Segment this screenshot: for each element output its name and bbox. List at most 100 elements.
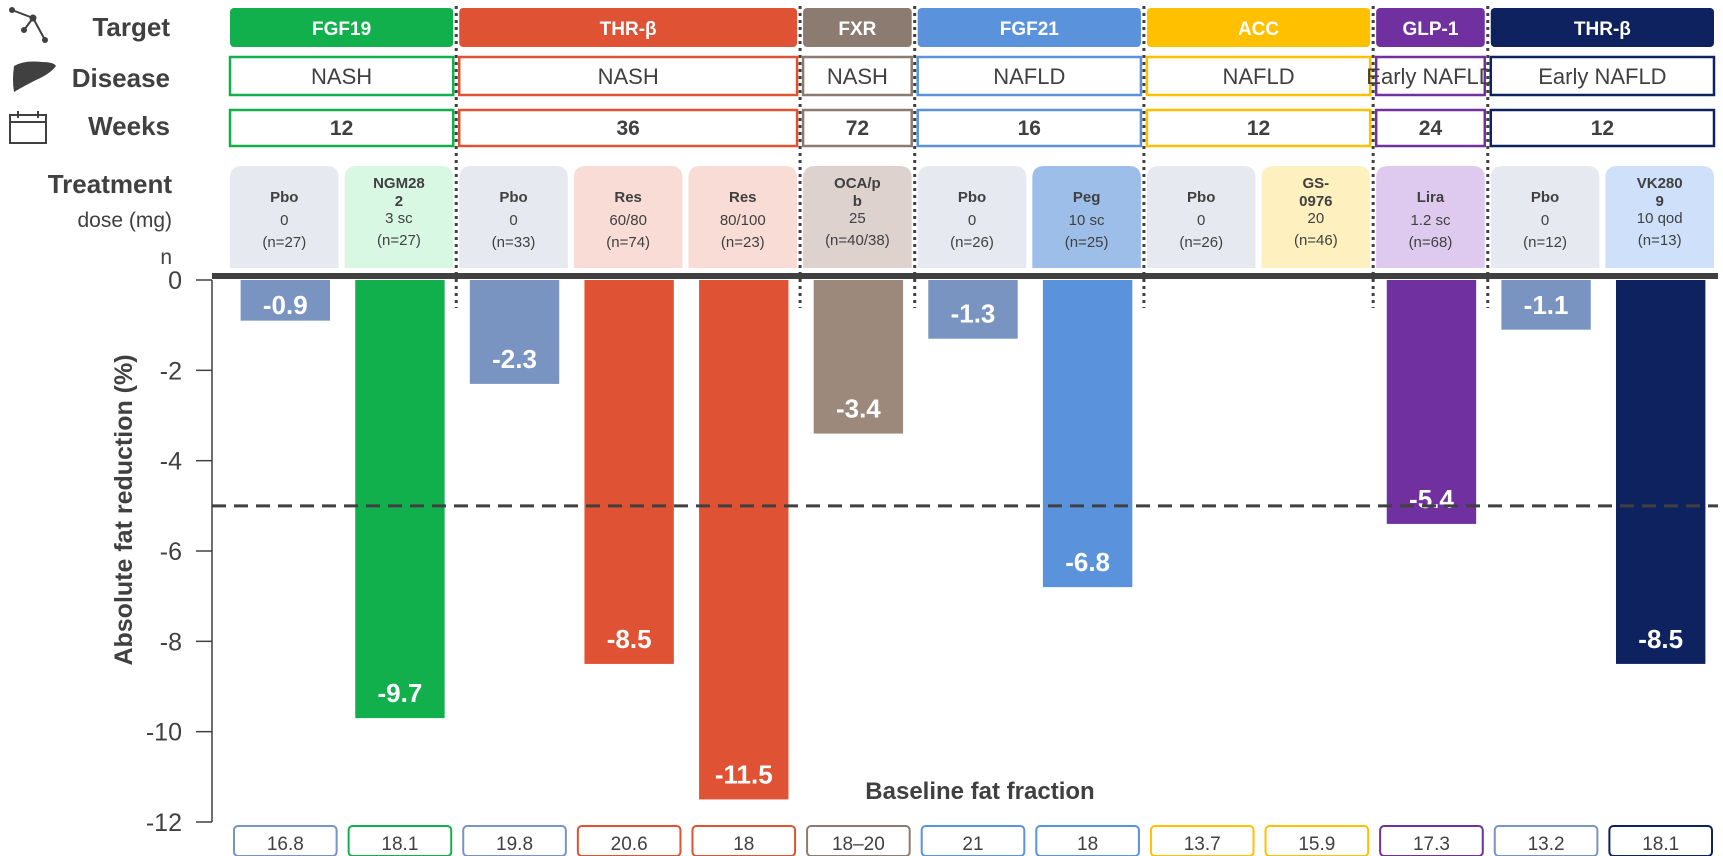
target-label: ACC — [1238, 19, 1279, 40]
target-header-box — [1146, 8, 1371, 47]
treatment-n: (n=25) — [1065, 234, 1109, 251]
bar-value-label: -11.5 — [715, 759, 773, 789]
bar-value-label: -2.3 — [492, 344, 537, 374]
treatment-dose: 1.2 sc — [1410, 212, 1451, 229]
treatment-n: (n=12) — [1523, 234, 1567, 251]
y-tick-label: -6 — [160, 538, 182, 566]
target-label: GLP-1 — [1402, 19, 1458, 40]
weeks-label: 12 — [1591, 117, 1614, 140]
bar-value-label: -1.3 — [951, 299, 996, 329]
treatment-row-label: Treatment — [48, 169, 173, 199]
treatment-n: (n=74) — [606, 234, 650, 251]
treatment-card — [1376, 166, 1485, 268]
disease-box — [228, 55, 455, 97]
bar-ngm282 — [355, 280, 445, 719]
treatment-n: (n=13) — [1638, 232, 1682, 249]
weeks-label: 36 — [616, 117, 639, 140]
target-label: FGF21 — [1000, 19, 1060, 40]
baseline-value: 16.8 — [267, 834, 304, 855]
treatment-dose: 20 — [1308, 210, 1325, 227]
weeks-box — [228, 108, 455, 148]
baseline-value: 20.6 — [611, 834, 648, 855]
disease-row-label: Disease — [72, 63, 170, 93]
treatment-name: OCA/p b — [834, 175, 881, 210]
baseline-box — [920, 825, 1026, 856]
treatment-card — [803, 166, 912, 268]
treatment-dose: 0 — [509, 212, 517, 229]
baseline-box — [233, 825, 338, 856]
treatment-n: (n=26) — [1179, 234, 1223, 251]
disease-label: Early NAFLD — [1366, 64, 1494, 89]
treatment-card — [573, 166, 683, 268]
baseline-box — [1264, 825, 1370, 856]
bar-res — [584, 280, 674, 664]
treatment-card — [688, 166, 798, 268]
baseline-value: 18 — [733, 834, 754, 855]
treatment-name: Pbo — [1531, 189, 1559, 206]
treatment-name: Lira — [1417, 189, 1445, 206]
treatment-n: (n=46) — [1294, 232, 1338, 249]
baseline-box — [1379, 825, 1484, 856]
baseline-value: 19.8 — [496, 834, 533, 855]
treatment-name: Pbo — [270, 189, 298, 206]
target-header-box — [230, 8, 454, 47]
weeks-row-label: Weeks — [88, 111, 170, 141]
treatment-name: Res — [614, 189, 642, 206]
baseline-box — [1493, 825, 1599, 856]
bar-pbo — [469, 280, 560, 384]
baseline-value: 18–20 — [832, 834, 885, 855]
treatment-dose: 0 — [968, 212, 976, 229]
disease-box — [801, 55, 913, 97]
target-header-box — [1490, 8, 1714, 47]
treatment-name: Peg — [1073, 189, 1101, 206]
calendar-icon — [9, 111, 47, 144]
n-row-label: n — [160, 246, 172, 269]
treatment-dose: 25 — [849, 210, 866, 227]
baseline-box — [1608, 825, 1713, 856]
baseline-box — [347, 825, 453, 856]
treatment-n: (n=27) — [377, 232, 421, 249]
treatment-n: (n=23) — [721, 234, 765, 251]
treatment-dose: 0 — [1541, 212, 1549, 229]
baseline-value: 18.1 — [1642, 834, 1679, 855]
target-header-box — [1376, 8, 1485, 47]
treatment-dose: 3 sc — [385, 210, 413, 227]
treatment-name: Pbo — [958, 189, 986, 206]
network-icon — [9, 7, 48, 43]
treatment-card — [344, 166, 454, 268]
baseline-box — [806, 825, 911, 856]
bar-peg — [1042, 280, 1133, 588]
weeks-label: 12 — [330, 117, 353, 140]
bar-value-label: -8.5 — [607, 624, 652, 654]
bar-value-label: -1.1 — [1524, 290, 1569, 320]
treatment-name: VK280 9 — [1637, 175, 1683, 210]
baseline-box — [462, 825, 567, 856]
treatment-card — [459, 166, 568, 268]
target-label: FXR — [838, 19, 876, 40]
disease-box — [1374, 55, 1487, 97]
disease-label: NASH — [598, 64, 659, 89]
disease-label: NAFLD — [1222, 64, 1294, 89]
treatment-n: (n=40/38) — [825, 232, 890, 249]
disease-label: NASH — [827, 64, 888, 89]
treatment-n: (n=27) — [262, 234, 306, 251]
treatment-card — [1032, 166, 1141, 268]
target-label: THR-β — [1574, 19, 1631, 40]
baseline-box — [576, 825, 682, 856]
y-tick-label: 0 — [168, 267, 182, 295]
weeks-label: 12 — [1247, 117, 1270, 140]
target-header-box — [803, 8, 912, 47]
y-tick-label: -4 — [160, 448, 182, 476]
treatment-dose: 0 — [1197, 212, 1205, 229]
target-header-box — [459, 8, 798, 47]
bar-value-label: -6.8 — [1065, 547, 1110, 577]
disease-box — [457, 55, 799, 97]
weeks-label: 16 — [1018, 117, 1041, 140]
bar-lira — [1386, 280, 1477, 524]
y-axis-label: Absolute fat reduction (%) — [110, 354, 138, 665]
y-tick-label: -12 — [146, 809, 182, 837]
weeks-box — [1374, 108, 1487, 148]
bar-res — [699, 280, 789, 800]
dose-row-label: dose (mg) — [77, 209, 172, 232]
